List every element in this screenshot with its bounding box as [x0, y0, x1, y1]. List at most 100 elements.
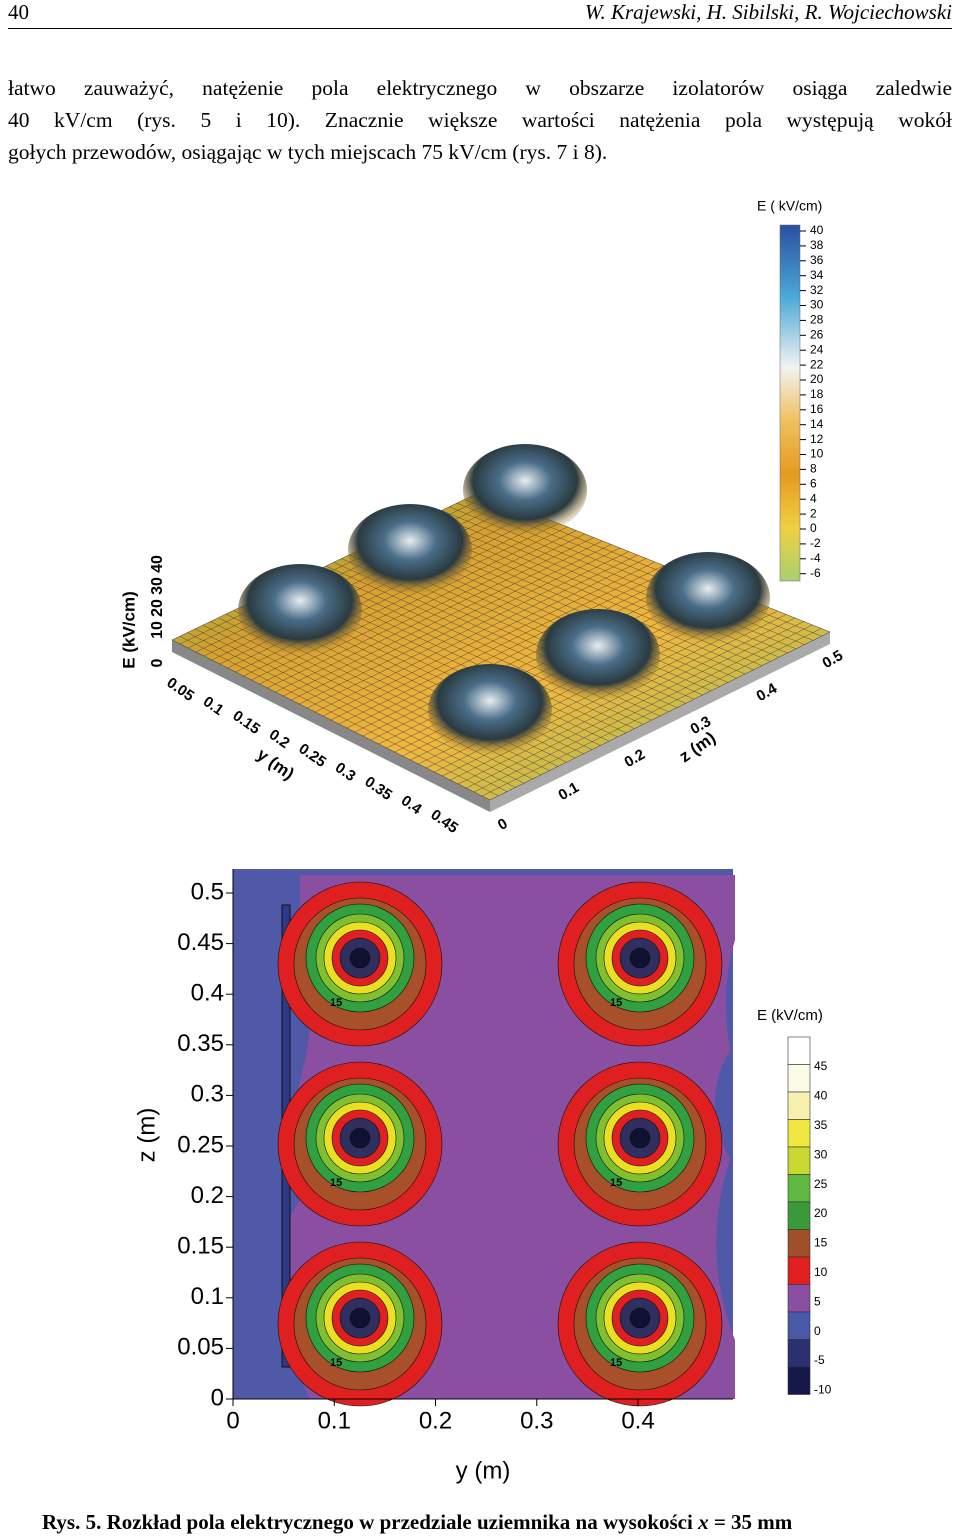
axis-tick-label: 0	[149, 658, 166, 667]
plate-side	[172, 640, 490, 812]
mesh-line	[458, 617, 796, 785]
axis-tick-label: 0.35	[177, 1030, 224, 1057]
peaks	[238, 444, 770, 756]
colorbar-tick-label: 0	[814, 1324, 821, 1338]
colorbar-tick-label: 36	[810, 253, 824, 267]
colorbar-tick-label: 4	[810, 491, 817, 505]
axis-tick-label: 40	[149, 555, 166, 573]
axis-label: E (kV/cm)	[119, 591, 138, 668]
caption-text: = 35 mm	[713, 1510, 793, 1534]
colorbar-tick-label: 10	[810, 447, 824, 461]
axis-tick-label: 0.4	[753, 680, 780, 705]
colorbar-tick-label: 12	[810, 432, 824, 446]
colorbar-tick-label: 8	[810, 462, 817, 476]
caption: Rys. 5. Rozkład pola elektrycznego w prz…	[42, 1510, 792, 1535]
colorbar-tick-label: 18	[810, 387, 824, 401]
mesh-line	[346, 568, 673, 729]
axis-tick-label: 0.5	[191, 878, 224, 905]
authors: W. Krajewski, H. Sibilski, R. Wojciechow…	[584, 0, 952, 24]
colorbar-tick-label: 30	[814, 1147, 828, 1161]
colorbar-tick-label: 0	[810, 521, 817, 535]
colorbar-tick-label: -4	[810, 551, 821, 565]
colorbar-bin	[787, 1366, 811, 1395]
axis-tick-label: 10	[149, 621, 166, 639]
axis-tick-label: 0.2	[621, 746, 648, 771]
axis-label: z (m)	[133, 1108, 160, 1163]
contour-ring	[629, 947, 651, 969]
plate-side	[490, 632, 830, 812]
page-number: 40	[8, 0, 29, 24]
mesh-line	[330, 561, 656, 721]
colorbar-tick-label: -10	[814, 1383, 832, 1397]
contour-ring	[629, 1127, 651, 1149]
text-line: 40 kV/cm (rys. 5 i 10). Znacznie większe…	[8, 108, 952, 132]
colorbar-tick-label: 14	[810, 417, 824, 431]
contour-ring	[629, 1307, 651, 1329]
contour-label: 15	[610, 1177, 622, 1189]
mesh-line	[481, 628, 822, 797]
colorbar-tick-label: 25	[814, 1177, 828, 1191]
colorbar-bin	[787, 1146, 811, 1175]
colorbar-tick-label: 2	[810, 506, 817, 520]
axis-tick-label: 0.15	[229, 707, 263, 738]
caption-label: Rys. 5.	[42, 1510, 102, 1534]
colorbar: 45 40 35 30 25 20 15 10 5 0 -5 -10	[787, 1036, 832, 1397]
colorbar-tick-label: 34	[810, 268, 824, 282]
axis-tick-label: 0	[495, 815, 511, 834]
axis-tick-label: 0.35	[361, 773, 395, 804]
axis-tick-label: 30	[149, 577, 166, 595]
colorbar-tick-label: 10	[814, 1265, 828, 1279]
colorbar-tick-label: 15	[814, 1236, 828, 1250]
colorbar-bin	[787, 1064, 811, 1093]
colorbar-bin	[787, 1201, 811, 1230]
colorbar-tick-label: 22	[810, 357, 824, 371]
mesh-line	[474, 624, 813, 793]
contour-ring	[349, 1307, 371, 1329]
mesh-line	[370, 579, 699, 741]
colorbar-tick-label: 5	[814, 1294, 821, 1308]
axis-tick-label: 0.4	[191, 980, 224, 1007]
body-text: łatwo zauważyć, natężenie pola elektrycz…	[8, 72, 952, 168]
axis-tick-label: 0	[226, 1407, 239, 1434]
colorbar-tick-label: 35	[814, 1118, 828, 1132]
colorbar-tick-label: 16	[810, 402, 824, 416]
colorbar-tick-label: -6	[810, 566, 821, 580]
axis-tick-label: 0.4	[398, 792, 425, 818]
axis-label: y (m)	[456, 1457, 511, 1484]
running-header: 40 W. Krajewski, H. Sibilski, R. Wojciec…	[8, 0, 952, 29]
peak	[348, 504, 472, 596]
colorbar	[779, 224, 801, 582]
peak	[238, 564, 362, 656]
axis-tick-label: 0.3	[520, 1407, 553, 1434]
axis-tick-label: 0.45	[427, 806, 461, 837]
axis-tick-label: 0.3	[332, 759, 359, 785]
axis-tick-label: 0.05	[163, 674, 197, 705]
colorbar-bin	[787, 1311, 811, 1340]
axis-tick-label: 0.15	[177, 1233, 224, 1260]
contour-label: 15	[330, 997, 342, 1009]
peak	[646, 552, 770, 644]
mesh-line	[466, 621, 804, 789]
contour-ring	[349, 947, 371, 969]
axis-tick-label: 0.1	[191, 1283, 224, 1310]
colorbar-tick-label: 30	[810, 298, 824, 312]
axis-tick-label: 0.2	[419, 1407, 452, 1434]
colorbar-tick-label: 6	[810, 476, 817, 490]
contour-label: 15	[610, 997, 622, 1009]
colorbar-tick-label: 24	[810, 342, 824, 356]
colorbar-bin	[787, 1339, 811, 1368]
mesh-line	[354, 572, 682, 733]
contour-rings: 15 15 15 15 15 15	[277, 881, 723, 1407]
colorbar-bin	[787, 1174, 811, 1203]
axis-tick-label: 20	[149, 599, 166, 617]
axis-tick-label: 0.05	[177, 1334, 224, 1361]
axis-tick-label: 0.3	[191, 1081, 224, 1108]
text-line: łatwo zauważyć, natężenie pola elektrycz…	[8, 76, 952, 100]
axis-tick-label: 0.4	[621, 1407, 654, 1434]
caption-text: Rozkład pola elektrycznego w przedziale …	[106, 1510, 693, 1534]
contour-ring	[349, 1127, 371, 1149]
colorbar-tick-label: 38	[810, 238, 824, 252]
colorbar-tick-label: 20	[814, 1206, 828, 1220]
axis-tick-label: 0.1	[555, 779, 582, 804]
